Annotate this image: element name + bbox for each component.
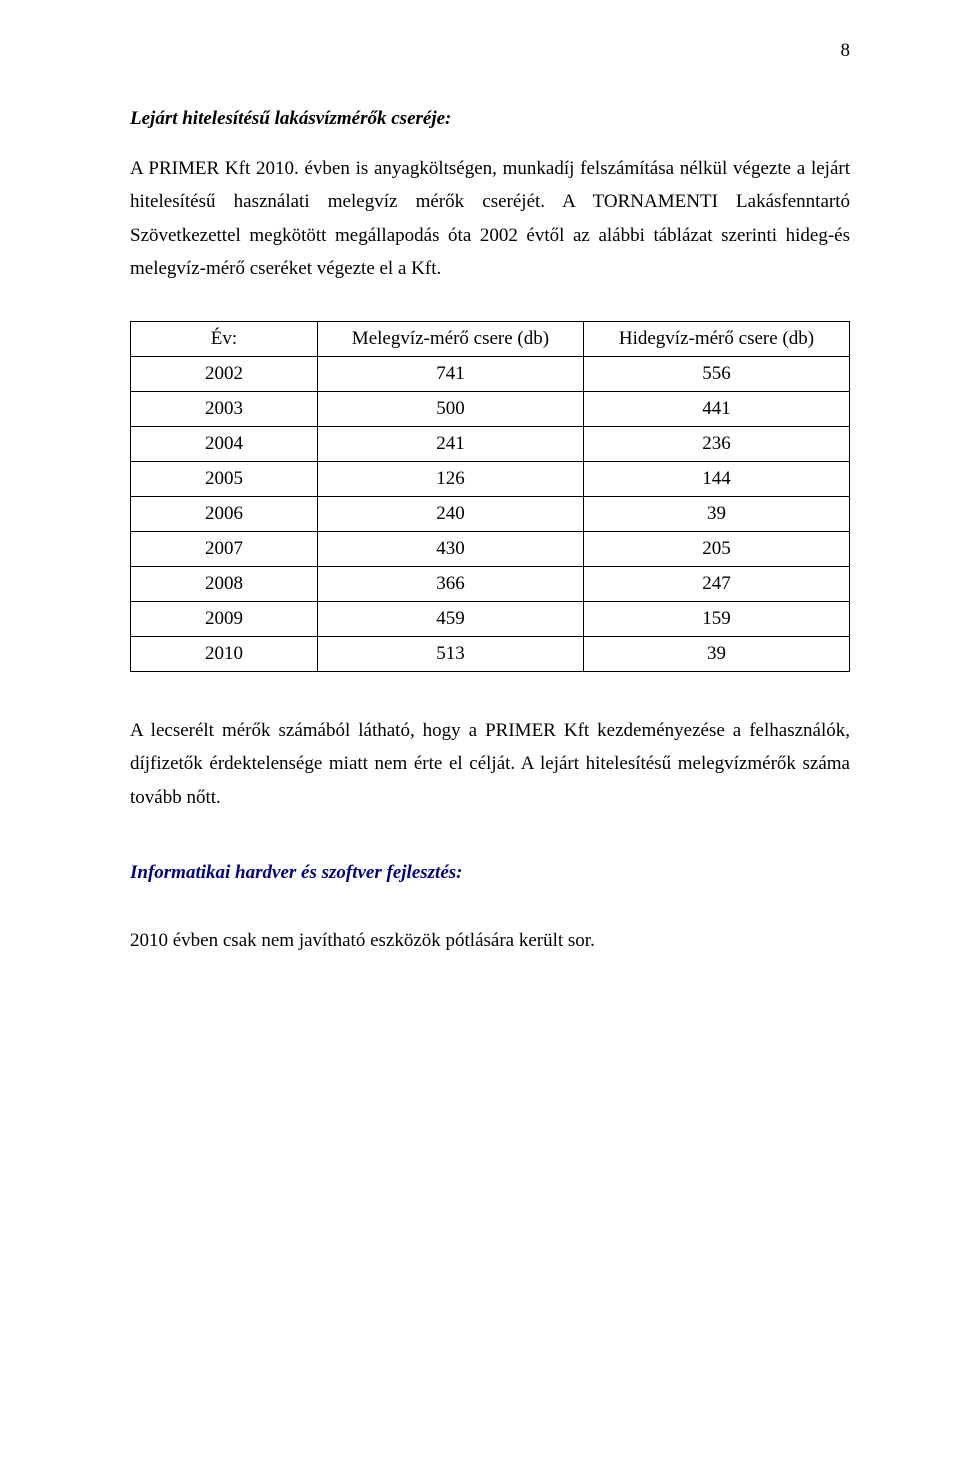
col-header-hot: Melegvíz-mérő csere (db) bbox=[317, 322, 583, 357]
section-heading-2: Informatikai hardver és szoftver fejlesz… bbox=[130, 862, 850, 884]
document-page: 8 Lejárt hitelesítésű lakásvízmérők cser… bbox=[0, 0, 960, 1472]
cell-cold: 39 bbox=[583, 637, 849, 672]
meter-replacement-table: Év: Melegvíz-mérő csere (db) Hidegvíz-mé… bbox=[130, 321, 850, 672]
table-row: 2006 240 39 bbox=[131, 497, 850, 532]
cell-cold: 556 bbox=[583, 357, 849, 392]
table-row: 2004 241 236 bbox=[131, 427, 850, 462]
cell-hot: 240 bbox=[317, 497, 583, 532]
cell-year: 2002 bbox=[131, 357, 318, 392]
cell-hot: 430 bbox=[317, 532, 583, 567]
cell-cold: 39 bbox=[583, 497, 849, 532]
table-row: 2005 126 144 bbox=[131, 462, 850, 497]
cell-hot: 513 bbox=[317, 637, 583, 672]
col-header-year: Év: bbox=[131, 322, 318, 357]
table-body: 2002 741 556 2003 500 441 2004 241 236 2… bbox=[131, 357, 850, 672]
table-row: 2008 366 247 bbox=[131, 567, 850, 602]
cell-year: 2008 bbox=[131, 567, 318, 602]
cell-hot: 459 bbox=[317, 602, 583, 637]
table-row: 2007 430 205 bbox=[131, 532, 850, 567]
section-heading-1: Lejárt hitelesítésű lakásvízmérők cseréj… bbox=[130, 108, 850, 130]
paragraph-3: 2010 évben csak nem javítható eszközök p… bbox=[130, 924, 850, 957]
paragraph-2: A lecserélt mérők számából látható, hogy… bbox=[130, 714, 850, 814]
table-row: 2010 513 39 bbox=[131, 637, 850, 672]
table-row: 2002 741 556 bbox=[131, 357, 850, 392]
cell-cold: 205 bbox=[583, 532, 849, 567]
cell-year: 2004 bbox=[131, 427, 318, 462]
cell-hot: 741 bbox=[317, 357, 583, 392]
cell-cold: 441 bbox=[583, 392, 849, 427]
cell-year: 2006 bbox=[131, 497, 318, 532]
table-row: 2003 500 441 bbox=[131, 392, 850, 427]
cell-cold: 159 bbox=[583, 602, 849, 637]
cell-hot: 241 bbox=[317, 427, 583, 462]
cell-cold: 144 bbox=[583, 462, 849, 497]
cell-year: 2005 bbox=[131, 462, 318, 497]
page-number: 8 bbox=[841, 40, 851, 62]
cell-year: 2003 bbox=[131, 392, 318, 427]
paragraph-1: A PRIMER Kft 2010. évben is anyagköltség… bbox=[130, 152, 850, 285]
cell-year: 2010 bbox=[131, 637, 318, 672]
cell-hot: 500 bbox=[317, 392, 583, 427]
cell-year: 2009 bbox=[131, 602, 318, 637]
col-header-cold: Hidegvíz-mérő csere (db) bbox=[583, 322, 849, 357]
table-row: 2009 459 159 bbox=[131, 602, 850, 637]
cell-hot: 126 bbox=[317, 462, 583, 497]
cell-cold: 236 bbox=[583, 427, 849, 462]
table-header-row: Év: Melegvíz-mérő csere (db) Hidegvíz-mé… bbox=[131, 322, 850, 357]
cell-year: 2007 bbox=[131, 532, 318, 567]
cell-cold: 247 bbox=[583, 567, 849, 602]
cell-hot: 366 bbox=[317, 567, 583, 602]
